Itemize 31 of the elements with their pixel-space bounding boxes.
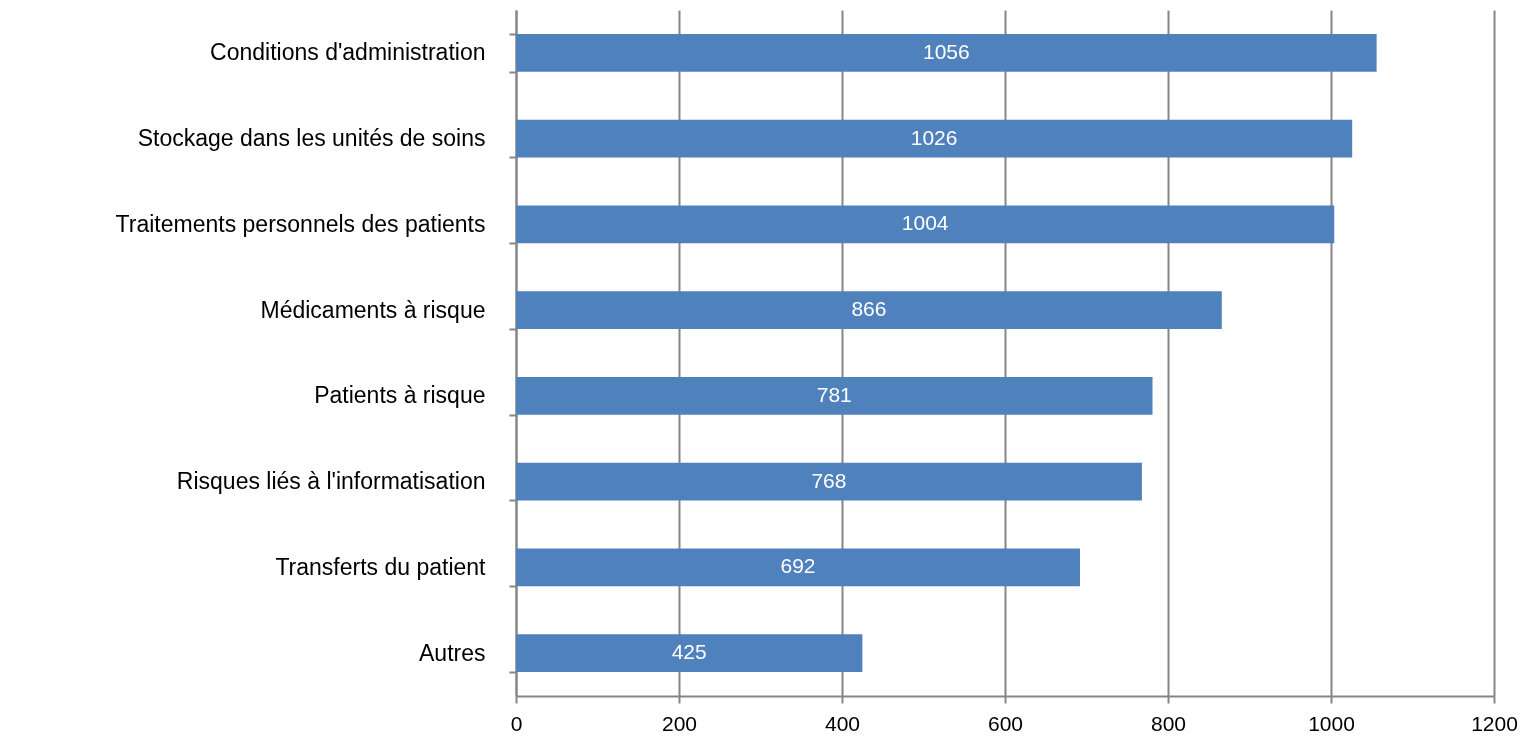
y-tick-label: Traitements personnels des patients — [115, 210, 486, 237]
bar — [516, 291, 1222, 329]
data-label: 781 — [816, 382, 852, 406]
y-tick-label: Médicaments à risque — [260, 296, 486, 323]
y-tick-label: Risques liés à l'informatisation — [176, 468, 486, 495]
data-label: 1026 — [910, 125, 958, 149]
data-label: 692 — [780, 554, 816, 578]
x-tick-label: 600 — [987, 711, 1024, 735]
x-tick-label: 0 — [510, 711, 523, 735]
y-tick-label: Conditions d'administration — [210, 39, 486, 66]
y-tick-label: Transferts du patient — [275, 553, 487, 580]
y-tick-label: Patients à risque — [314, 382, 486, 409]
bar — [516, 205, 1335, 244]
bar — [516, 377, 1153, 415]
bar — [516, 119, 1353, 158]
bar — [516, 548, 1080, 587]
x-tick-label: 400 — [824, 711, 861, 735]
data-label: 866 — [851, 297, 887, 321]
bar — [516, 462, 1142, 501]
x-tick-label: 800 — [1150, 711, 1187, 735]
bar — [516, 34, 1377, 72]
y-tick-label: Stockage dans les unités de soins — [137, 125, 486, 152]
bar — [516, 634, 863, 672]
data-label: 768 — [811, 468, 847, 492]
data-label: 1004 — [901, 211, 949, 235]
data-label: 1056 — [922, 39, 970, 63]
x-tick-label: 1200 — [1471, 711, 1518, 735]
data-label: 425 — [671, 640, 707, 664]
x-tick-label: 200 — [661, 711, 698, 735]
x-tick-label: 1000 — [1308, 711, 1355, 735]
y-tick-label: Autres — [419, 639, 486, 666]
